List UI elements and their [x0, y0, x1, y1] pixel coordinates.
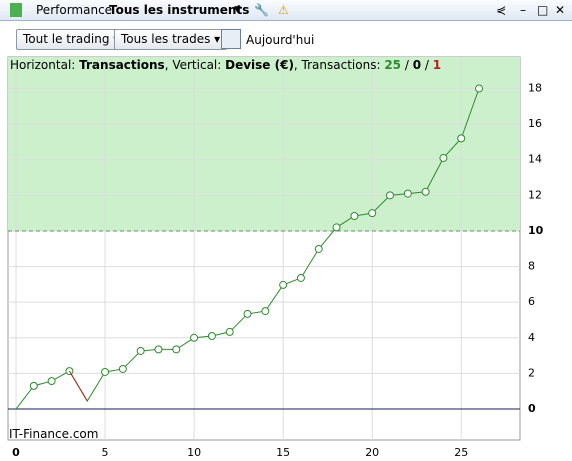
trade-marker [279, 280, 288, 289]
watermark: IT-Finance.com [9, 427, 99, 441]
info-text: / [401, 58, 413, 72]
maximize[interactable]: □ [537, 3, 549, 17]
wins-count: 25 [384, 58, 402, 72]
warning-icon[interactable]: ⚠ [278, 3, 289, 17]
info-text: Devise (€) [225, 58, 294, 72]
wrench-icon[interactable]: 🔧 [254, 3, 269, 17]
trade-marker [261, 307, 270, 316]
trading-filter[interactable]: Tout le trading ▾ [16, 29, 127, 50]
y-tick-label: 0 [528, 402, 536, 415]
profit-zone [8, 57, 520, 231]
y-tick-label: 12 [528, 188, 542, 201]
losses-count: 1 [432, 58, 442, 72]
instruments-dropdown[interactable]: Tous les instruments [109, 3, 250, 17]
drawdown-segment [69, 370, 88, 402]
trading-filter-label: Tout le trading [23, 32, 110, 46]
trade-marker [350, 212, 359, 221]
y-tick-label: 4 [528, 331, 535, 344]
trade-marker [207, 332, 216, 341]
trade-marker [172, 345, 181, 354]
trade-marker [403, 189, 412, 198]
calendar-icon[interactable] [221, 29, 241, 49]
chart-icon [10, 3, 22, 17]
close[interactable]: ✕ [555, 3, 566, 17]
trade-marker [154, 345, 163, 354]
info-text: , Transactions: [293, 58, 385, 72]
trades-filter-label: Tous les trades [121, 32, 211, 46]
trade-marker [368, 209, 377, 218]
trade-marker [314, 244, 323, 253]
y-tick-label: 18 [528, 82, 542, 95]
x-tick-label: 0 [12, 446, 20, 459]
info-line: Horizontal: Transactions, Vertical: Devi… [10, 58, 441, 72]
trade-marker [47, 377, 56, 386]
even-count: 0 [412, 58, 422, 72]
x-tick-label: 15 [276, 446, 290, 459]
info-text: Transactions [79, 58, 165, 72]
dropdown-arrow: ▼ [234, 5, 241, 15]
date-button[interactable]: Aujourd'hui [246, 33, 315, 47]
minimize[interactable]: – [520, 3, 526, 17]
x-tick-label: 5 [102, 446, 109, 459]
trade-marker [190, 333, 199, 342]
trade-marker [29, 381, 38, 390]
info-text: Horizontal: [10, 58, 80, 72]
trade-marker [243, 309, 252, 318]
x-tick-label: 10 [187, 446, 201, 459]
toolbar: Performance Tous les instruments ▼ 🔧 ⚠ ⋞… [0, 0, 572, 21]
y-tick-label: 10 [528, 224, 544, 237]
trade-marker [421, 187, 430, 196]
share-icon[interactable]: ⋞ [496, 3, 507, 17]
trade-marker [136, 346, 145, 355]
info-text: / [421, 58, 433, 72]
trade-marker [118, 364, 127, 373]
trade-marker [296, 273, 305, 282]
equity-line [15, 88, 480, 410]
y-tick-label: 2 [528, 366, 535, 379]
info-text: , Vertical: [164, 58, 226, 72]
trade-marker [475, 84, 484, 93]
y-tick-label: 14 [528, 153, 542, 166]
trade-marker [457, 134, 466, 143]
trade-marker [225, 327, 234, 336]
x-tick-label: 25 [454, 446, 468, 459]
trade-marker [439, 153, 448, 162]
trade-marker [385, 191, 394, 200]
y-tick-label: 16 [528, 117, 542, 130]
trade-marker [101, 367, 110, 376]
trades-filter[interactable]: Tous les trades ▾ [114, 29, 228, 50]
x-tick-label: 20 [365, 446, 379, 459]
y-tick-label: 8 [528, 260, 535, 273]
trade-marker [65, 367, 74, 376]
y-tick-label: 6 [528, 295, 535, 308]
performance-tab[interactable]: Performance [36, 3, 113, 17]
trade-marker [332, 223, 341, 232]
plot-border [7, 56, 521, 441]
